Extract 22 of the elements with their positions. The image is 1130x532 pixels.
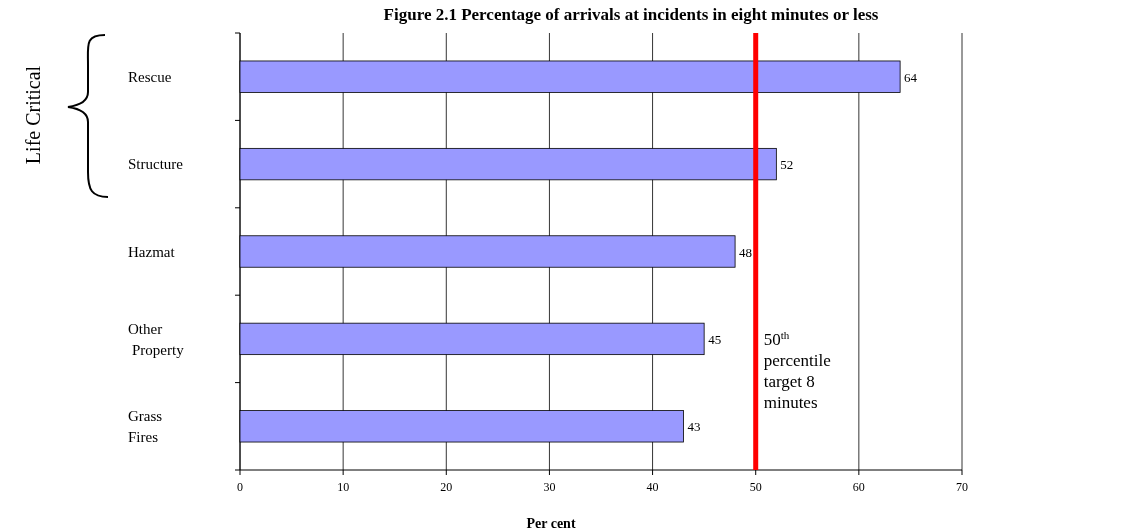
x-tick-label: 0: [237, 480, 243, 494]
y-tick-label: Structure: [128, 156, 184, 173]
data-label: 48: [739, 244, 753, 260]
data-label: 64: [904, 69, 918, 85]
ref-line-label: 50$^{th}$ percentile target 8 minutes: [763, 329, 831, 412]
x-tick-label: 70: [956, 480, 968, 494]
y-tick-label: Rescue: [128, 68, 172, 85]
text: Life Critical: [22, 65, 44, 165]
y-tick-label: Grass Fires: [128, 408, 163, 446]
chart-title: Figure 2.1 Percentage of arrivals at incidents in eight minutes or less: [383, 5, 879, 24]
x-tick-label: 20: [440, 480, 453, 494]
y-tick-label: Hazmat: [128, 243, 176, 260]
y-tick-label: Other Property: [128, 320, 185, 358]
data-label: 43: [687, 419, 701, 435]
data-label: 45: [708, 331, 722, 347]
x-tick-label: 30: [543, 480, 556, 494]
x-tick-label: 40: [646, 480, 659, 494]
x-tick-label: 50: [749, 480, 762, 494]
x-tick-label: 10: [337, 480, 350, 494]
data-label: 52: [780, 157, 794, 173]
x-axis-title: Per cent: [526, 516, 576, 531]
x-tick-label: 60: [852, 480, 865, 494]
